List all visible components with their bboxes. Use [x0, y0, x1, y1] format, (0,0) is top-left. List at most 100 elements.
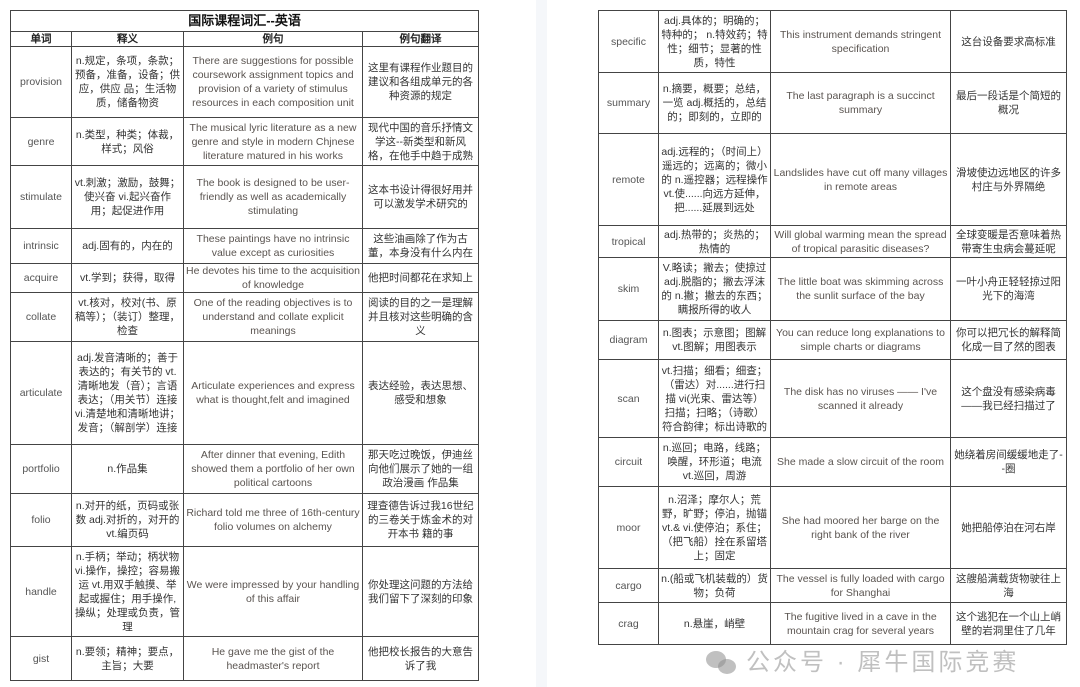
translation-cell: 那天吃过晚饭，伊迪丝向他们展示了她的一组政治漫画 作品集 — [361, 444, 480, 494]
definition-cell: V.略读；撇去；使掠过 adj.脱脂的；撇去浮沫的 n.撇；撇去的东西；瞒报所得… — [658, 257, 771, 321]
translation-cell: 表达经验，表达思想、感受和想象 — [361, 341, 480, 445]
table-row: scan vt.扫描；细看；细查；（雷达）对......进行扫描 vi(光束、雷达… — [598, 359, 1067, 438]
word-cell: intrinsic — [10, 228, 72, 264]
definition-cell: n.作品集 — [71, 444, 184, 494]
word-cell: articulate — [10, 341, 72, 445]
example-cell: The musical lyric literature as a new ge… — [183, 117, 363, 166]
translation-cell: 她绕着房间缓缓地走了--圈 — [950, 437, 1067, 487]
word-cell: moor — [598, 486, 659, 569]
word-cell: cargo — [598, 568, 659, 603]
example-cell: She made a slow circuit of the room — [770, 437, 951, 487]
translation-cell: 这本书设计得很好用并可以激发学术研究的 — [361, 165, 480, 229]
definition-cell: n.摘要，概要；总结，一览 adj.概括的，总结的；即刻的，立即的 — [658, 72, 771, 134]
word-cell: collate — [10, 292, 72, 342]
translation-cell: 你处理这问题的方法给我们留下了深刻的印象 — [361, 546, 480, 637]
definition-cell: n.(船或飞机装载的）货物；负荷 — [658, 568, 771, 603]
example-cell: There are suggestions for possible cours… — [183, 46, 363, 118]
translation-cell: 现代中国的音乐抒情文学这--新类型和新风格，在他手中趋于成熟 — [361, 117, 480, 166]
definition-cell: n.手柄；举动；柄状物 vi.操作，操控；容易搬运 vt.用双手触摸、举起或握住… — [71, 546, 184, 637]
translation-cell: 这个逃犯在一个山上峭壁的岩洞里住了几年 — [950, 602, 1067, 645]
example-cell: You can reduce long explanations to simp… — [770, 320, 951, 360]
table-row: specific adj.具体的；明确的；特种的； n.特效药；特性；细节；显著的… — [598, 10, 1067, 73]
example-cell: The fugitive lived in a cave in the moun… — [770, 602, 951, 645]
word-cell: diagram — [598, 320, 659, 360]
table-row: summary n.摘要，概要；总结，一览 adj.概括的，总结的；即刻的，立即的… — [598, 72, 1067, 134]
translation-cell: 阅读的目的之一是理解并且核对这些明确的含义 — [361, 292, 480, 342]
word-cell: gist — [10, 636, 72, 681]
word-cell: tropical — [598, 225, 659, 258]
definition-cell: n.悬崖，峭壁 — [658, 602, 771, 645]
example-cell: Landslides have cut off many villages in… — [770, 133, 951, 226]
definition-cell: n.图表；示意图；图解 vt.图解；用图表示 — [658, 320, 771, 360]
table-row: cargo n.(船或飞机装载的）货物；负荷 The vessel is fully… — [598, 568, 1067, 603]
table-row: skim V.略读；撇去；使掠过 adj.脱脂的；撇去浮沫的 n.撇；撇去的东西；… — [598, 257, 1067, 321]
header-example: 例句 — [183, 31, 363, 47]
word-cell: crag — [598, 602, 659, 645]
definition-cell: n.类型，种类；体裁，样式；风俗 — [71, 117, 184, 166]
translation-cell: 这台设备要求高标准 — [950, 10, 1067, 73]
vocab-table-right: specific adj.具体的；明确的；特种的； n.特效药；特性；细节；显著的… — [598, 10, 1067, 645]
definition-cell: adj.具体的；明确的；特种的； n.特效药；特性；细节；显著的性质，特性 — [658, 10, 771, 73]
word-cell: portfolio — [10, 444, 72, 494]
table-row: provision n.规定，条项，条款；预备，准备，设备；供应，供应 品；生活物… — [10, 46, 480, 118]
watermark: 公众号 · 犀牛国际竞赛 — [706, 649, 1066, 677]
word-cell: stimulate — [10, 165, 72, 229]
example-cell: The vessel is fully loaded with cargo fo… — [770, 568, 951, 603]
translation-cell: 她把船停泊在河右岸 — [950, 486, 1067, 569]
definition-cell: vt.刺激；激励，鼓舞；使兴奋 vi.起兴奋作用；起促进作用 — [71, 165, 184, 229]
word-cell: folio — [10, 493, 72, 547]
translation-cell: 这个盘没有感染病毒——我已经扫描过了 — [950, 359, 1067, 438]
wechat-icon — [706, 651, 736, 675]
word-cell: handle — [10, 546, 72, 637]
word-cell: scan — [598, 359, 659, 438]
example-cell: The little boat was skimming across the … — [770, 257, 951, 321]
table-row: remote adj.远程的；（时间上）遥远的；远离的；微小的 n.遥控器；远程操… — [598, 133, 1067, 226]
definition-cell: n.巡回；电路，线路；唤醒，环形道；电流 vt.巡回，周游 — [658, 437, 771, 487]
table-row: diagram n.图表；示意图；图解 vt.图解；用图表示 You can red… — [598, 320, 1067, 360]
definition-cell: adj.发音清晰的；善于表达的；有关节的 vt.清晰地发（音）；言语表达；（用关… — [71, 341, 184, 445]
translation-cell: 理查德告诉过我16世纪的三卷关于炼金术的对开本书 籍的事 — [361, 493, 480, 547]
example-cell: The disk has no viruses —— I've scanned … — [770, 359, 951, 438]
definition-cell: adj.固有的，内在的 — [71, 228, 184, 264]
table-row: circuit n.巡回；电路，线路；唤醒，环形道；电流 vt.巡回，周游 She … — [598, 437, 1067, 487]
table-title: 国际课程词汇--英语 — [9, 10, 480, 32]
example-cell: The last paragraph is a succinct summary — [770, 72, 951, 134]
example-cell: Articulate experiences and express what … — [183, 341, 363, 445]
definition-cell: n.规定，条项，条款；预备，准备，设备；供应，供应 品；生活物质，储备物资 — [71, 46, 184, 118]
word-cell: specific — [598, 10, 659, 73]
example-cell: This instrument demands stringent specif… — [770, 10, 951, 73]
example-cell: She had moored her barge on the right ba… — [770, 486, 951, 569]
word-cell: provision — [10, 46, 72, 118]
table-row: portfolio n.作品集 After dinner that evening,… — [10, 444, 480, 494]
table-row: crag n.悬崖，峭壁 The fugitive lived in a cave … — [598, 602, 1067, 645]
table-row: acquire vt.学到；获得，取得 He devotes his time to… — [10, 263, 480, 293]
example-cell: Richard told me three of 16th-century fo… — [183, 493, 363, 547]
translation-cell: 他把时间都花在求知上 — [361, 263, 480, 293]
example-cell: These paintings have no intrinsic value … — [183, 228, 363, 264]
table-row: handle n.手柄；举动；柄状物 vi.操作，操控；容易搬运 vt.用双手触摸… — [10, 546, 480, 637]
page-gap — [536, 0, 547, 687]
example-cell: The book is designed to be user-friendly… — [183, 165, 363, 229]
translation-cell: 滑坡使边远地区的许多村庄与外界隔绝 — [950, 133, 1067, 226]
table-row: gist n.要领；精神；要点，主旨；大要 He gave me the gist … — [10, 636, 480, 681]
vocab-table-left: 国际课程词汇--英语 单词 释义 例句 例句翻译 provision n.规定，条… — [9, 10, 480, 681]
word-cell: circuit — [598, 437, 659, 487]
table-row: tropical adj.热带的；炎热的；热情的 Will global warmi… — [598, 225, 1067, 258]
header-word: 单词 — [10, 31, 72, 47]
translation-cell: 这艘船满载货物驶往上海 — [950, 568, 1067, 603]
word-cell: genre — [10, 117, 72, 166]
definition-cell: vt.学到；获得，取得 — [71, 263, 184, 293]
watermark-text: 公众号 · 犀牛国际竞赛 — [746, 649, 1020, 676]
table-row: moor n.沼泽；摩尔人；荒野，旷野；停泊，抛锚 vt.& vi.使停泊；系住；… — [598, 486, 1067, 569]
example-cell: Will global warming mean the spread of t… — [770, 225, 951, 258]
table-row: genre n.类型，种类；体裁，样式；风俗 The musical lyric l… — [10, 117, 480, 166]
translation-cell: 你可以把冗长的解释简化成一目了然的图表 — [950, 320, 1067, 360]
definition-cell: n.沼泽；摩尔人；荒野，旷野；停泊，抛锚 vt.& vi.使停泊；系住；（把飞船… — [658, 486, 771, 569]
translation-cell: 全球变暖是否意味着热带寄生虫病会蔓延呢 — [950, 225, 1067, 258]
example-cell: He devotes his time to the acquisition o… — [183, 263, 363, 293]
table-row: stimulate vt.刺激；激励，鼓舞；使兴奋 vi.起兴奋作用；起促进作用 T… — [10, 165, 480, 229]
example-cell: He gave me the gist of the headmaster's … — [183, 636, 363, 681]
definition-cell: vt.核对，校对(书、原稿等）；（装订）整理，检查 — [71, 292, 184, 342]
translation-cell: 这里有课程作业题目的建议和各组成单元的各种资源的规定 — [361, 46, 480, 118]
table-row: intrinsic adj.固有的，内在的 These paintings have… — [10, 228, 480, 264]
